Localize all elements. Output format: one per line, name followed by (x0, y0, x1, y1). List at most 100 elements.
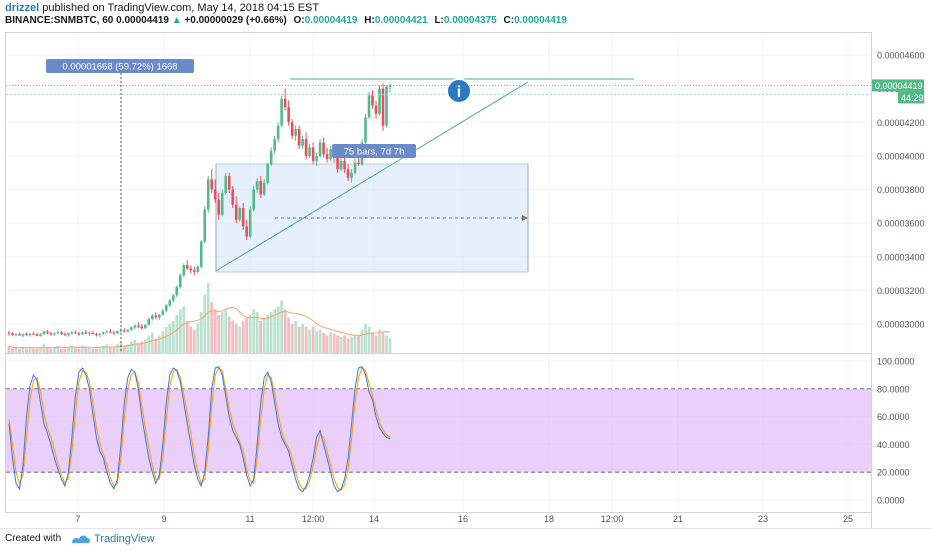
volume-bar (112, 347, 116, 353)
chart-canvas[interactable]: 0.000046000.000044000.000042000.00004000… (0, 0, 932, 528)
stoch-k-line (8, 365, 391, 493)
candle-body (60, 332, 63, 335)
tradingview-logo-icon[interactable] (70, 532, 92, 546)
volume-bar (339, 336, 343, 353)
candle-body (154, 315, 158, 318)
candle-body (234, 204, 238, 220)
candle-body (304, 139, 308, 156)
candle-body (14, 334, 18, 336)
candle-body (28, 333, 32, 335)
stoch-axis[interactable]: 100.0000 80.0000 60.0000 40.0000 20.0000 0.00… (877, 357, 915, 506)
candle-body (56, 332, 60, 334)
created-with-label: Created with (5, 533, 62, 544)
author-link[interactable]: drizzel (5, 2, 40, 14)
volume-bar (185, 320, 189, 353)
candle-body (102, 332, 105, 334)
candle-body (126, 329, 130, 332)
time-tick-label: 11 (245, 514, 254, 524)
last-price: 0.00004419 (116, 15, 169, 26)
volume-bar (213, 309, 217, 353)
candle-body (336, 157, 339, 170)
candle-body (98, 333, 102, 335)
volume-bar (273, 309, 277, 353)
candle-body (206, 179, 210, 210)
volume-bar (388, 338, 392, 353)
candle-body (339, 160, 343, 170)
volume-bar (318, 329, 322, 353)
stoch-tick-label: 80.0000 (877, 384, 910, 394)
candle-body (353, 162, 357, 173)
volume-bar (53, 347, 56, 353)
candle-body (259, 181, 262, 195)
volume-bar (94, 348, 98, 353)
volume-bar (308, 329, 312, 353)
candle-body (7, 332, 11, 334)
volume-bar (336, 335, 339, 353)
volume-bar (276, 306, 280, 353)
change-arrow-icon: ▲ (171, 15, 182, 26)
candle-body (294, 128, 297, 136)
candle-body (280, 98, 283, 126)
measure-label-box (46, 59, 194, 73)
volume-bar (360, 329, 364, 353)
volume-bar (56, 345, 60, 353)
volume-bar (115, 344, 119, 353)
price-axis[interactable]: 0.000046000.000044000.000042000.00004000… (872, 51, 925, 330)
volume-bar (343, 335, 346, 353)
volume-bar (325, 335, 329, 353)
volume-bar (353, 335, 357, 353)
stochastic-lines (8, 365, 391, 493)
volume-bar (259, 320, 263, 353)
info-icon[interactable] (446, 78, 472, 104)
candle-body (283, 98, 287, 108)
volume-ma-line (8, 306, 391, 349)
candle-body (220, 192, 224, 215)
candle-body (112, 332, 116, 334)
volume-bar (301, 323, 305, 353)
candle-body (329, 149, 332, 160)
volume-bar (161, 331, 165, 353)
volume-bar (108, 347, 112, 353)
symbol-label[interactable]: BINANCE:SNMBTC, 60 (5, 15, 114, 26)
candle-body (315, 155, 318, 161)
time-tick-label: 21 (673, 514, 683, 524)
candle-body (325, 154, 329, 160)
volume-bar (367, 326, 371, 353)
volume-bar (189, 326, 193, 353)
candle-body (151, 315, 154, 319)
time-tick-label: 9 (161, 514, 166, 524)
time-axis[interactable]: 7 9 11 12:00 14 16 18 12:00 21 23 25 (75, 514, 853, 524)
volume-bar (322, 332, 325, 353)
symbol-header: BINANCE:SNMBTC, 60 0.00004419 ▲ +0.00000… (5, 15, 567, 26)
candle-body (350, 172, 353, 178)
candle-body (49, 333, 53, 335)
price-tick-label: 0.00003200 (877, 286, 925, 296)
volume-bar (196, 323, 200, 353)
tradingview-link[interactable]: TradingView (94, 533, 155, 545)
candle-body (95, 334, 98, 336)
candle-body (18, 334, 21, 336)
bars-label: 75 bars, 7d 7h (344, 147, 405, 158)
volume-bar (238, 326, 242, 353)
volume-bar (14, 347, 18, 353)
volume-bar (210, 301, 214, 353)
volume-bar (378, 329, 381, 353)
candle-body (116, 331, 119, 334)
volume-bar (42, 344, 46, 353)
candle-body (245, 226, 248, 237)
time-tick-label: 16 (458, 514, 468, 524)
candle-body (77, 333, 81, 335)
last-price-tag-label: 0.00004419 (875, 81, 923, 91)
candle-body (46, 331, 49, 334)
candle-body (130, 327, 133, 330)
candle-body (213, 189, 217, 200)
time-tick-label: 12:00 (302, 514, 325, 524)
volume-bar (171, 320, 175, 353)
candle-body (168, 300, 172, 306)
volume-bar (252, 309, 256, 353)
time-tick-label: 25 (843, 514, 853, 524)
volume-bar (255, 312, 259, 353)
close-value: 0.00004419 (514, 15, 567, 26)
volume-bar (49, 348, 53, 353)
candle-body (255, 181, 259, 190)
